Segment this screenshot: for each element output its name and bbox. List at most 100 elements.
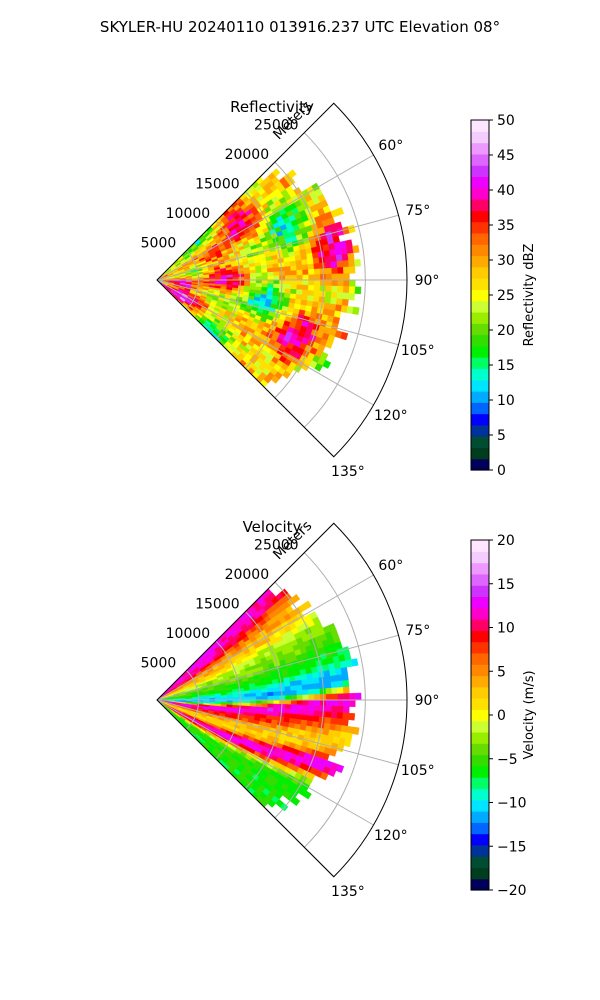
velocity-cell [337,687,344,695]
reflectivity-cell [341,298,349,307]
reflectivity-cell [287,169,297,179]
velocity-cell [295,679,303,686]
velocity-cell [313,688,321,695]
velocity-cell [244,693,251,698]
reflectivity-grid [156,132,407,458]
reflectivity-colorbar-segment [471,311,489,324]
reflectivity-colorbar-segment [471,436,489,449]
reflectivity-colorbar-segment [471,413,489,426]
velocity-colorbar-tick-label: −10 [497,796,527,812]
velocity-azimuth-ray [156,574,374,701]
reflectivity-colorbar-segment [471,221,489,234]
velocity-cell [312,677,320,685]
reflectivity-cell [307,295,314,302]
reflectivity-colorbar-segment [471,153,489,166]
reflectivity-radial-tick-label: 5000 [141,236,177,252]
reflectivity-cell [325,291,332,299]
velocity-cell [324,675,332,683]
velocity-cell [302,704,309,711]
velocity-colorbar-segment [471,641,489,654]
reflectivity-cell [261,279,269,284]
reflectivity-cell [335,298,343,306]
reflectivity-cell [324,297,332,305]
velocity-colorbar-segment [471,551,489,564]
velocity-cell [350,658,359,667]
reflectivity-cell [325,267,333,275]
reflectivity-radial-tick-label: 15000 [195,177,240,193]
reflectivity-cell [348,259,356,268]
velocity-cell [320,771,329,781]
reflectivity-cell [307,258,314,265]
reflectivity-colorbar-label: Reflectivity dBZ [522,244,537,347]
reflectivity-cell [336,260,344,268]
velocity-cell [314,694,321,701]
velocity-colorbar-segment [471,878,489,891]
velocity-cell [331,687,338,695]
reflectivity-cell [354,258,361,267]
velocity-colorbar-segment [471,652,489,665]
velocity-cell [303,600,312,610]
velocity-radial-tick-label: 5000 [141,656,177,672]
reflectivity-cell [330,261,338,269]
reflectivity-cell [343,273,350,281]
velocity-cell [337,699,344,707]
reflectivity-cell [343,266,350,274]
velocity-colorbar-segment [471,856,489,869]
velocity-azimuth-tick-label: 90° [415,693,440,709]
velocity-cell [250,696,257,701]
reflectivity-colorbar-segment [471,379,489,392]
velocity-cell [325,699,333,707]
reflectivity-cell [341,253,349,262]
reflectivity-cell [312,257,320,265]
velocity-colorbar-tick-label: 0 [497,708,506,724]
reflectivity-cell [290,288,297,295]
velocity-cell [261,688,268,694]
reflectivity-cell [308,274,315,281]
velocity-colorbar-label: Velocity (m/s) [522,670,537,759]
velocity-cell [308,704,315,711]
reflectivity-cell [290,279,298,285]
reflectivity-cell [311,252,320,259]
reflectivity-colorbar-segment [471,266,489,279]
velocity-cell [267,699,274,705]
reflectivity-colorbar-segment [471,120,489,132]
velocity-colorbar-tick-label: 15 [497,577,515,593]
reflectivity-azimuth-tick-label: 135° [331,464,365,480]
velocity-cell [255,696,263,701]
reflectivity-cell [290,265,297,272]
reflectivity-cell [352,245,360,254]
velocity-cell [303,790,312,800]
velocity-cell [296,704,303,711]
velocity-panel: Velocity500010000150002000025000Meters60… [141,518,537,900]
reflectivity-cell [308,284,315,291]
reflectivity-azimuth-tick-label: 75° [405,203,430,219]
velocity-cell [290,685,297,692]
velocity-radial-tick-label: 10000 [166,626,211,642]
velocity-colorbar-segment [471,562,489,575]
reflectivity-cell [267,283,274,289]
velocity-cell [284,708,292,714]
velocity-colorbar-segment [471,664,489,677]
velocity-cell [267,703,274,709]
reflectivity-cell [284,270,292,276]
reflectivity-colorbar-segment [471,142,489,155]
velocity-cell [312,715,320,723]
velocity-cell [308,694,315,701]
reflectivity-cell [295,259,303,266]
velocity-cell [308,689,315,696]
reflectivity-cell [323,250,331,258]
velocity-azimuth-tick-label: 120° [374,828,408,844]
velocity-cell [340,667,348,675]
velocity-cell [343,652,352,662]
reflectivity-colorbar-segment [471,447,489,460]
reflectivity-azimuth-ray [156,214,399,281]
reflectivity-field [156,168,362,388]
reflectivity-cell [261,268,268,274]
reflectivity-colorbar-segment [471,165,489,178]
velocity-cell [335,764,345,774]
reflectivity-cell [342,292,350,300]
reflectivity-panel: Reflectivity500010000150002000025000Mete… [141,98,537,480]
reflectivity-cell [272,267,280,273]
reflectivity-colorbar-segment [471,424,489,437]
reflectivity-cell [290,270,298,276]
